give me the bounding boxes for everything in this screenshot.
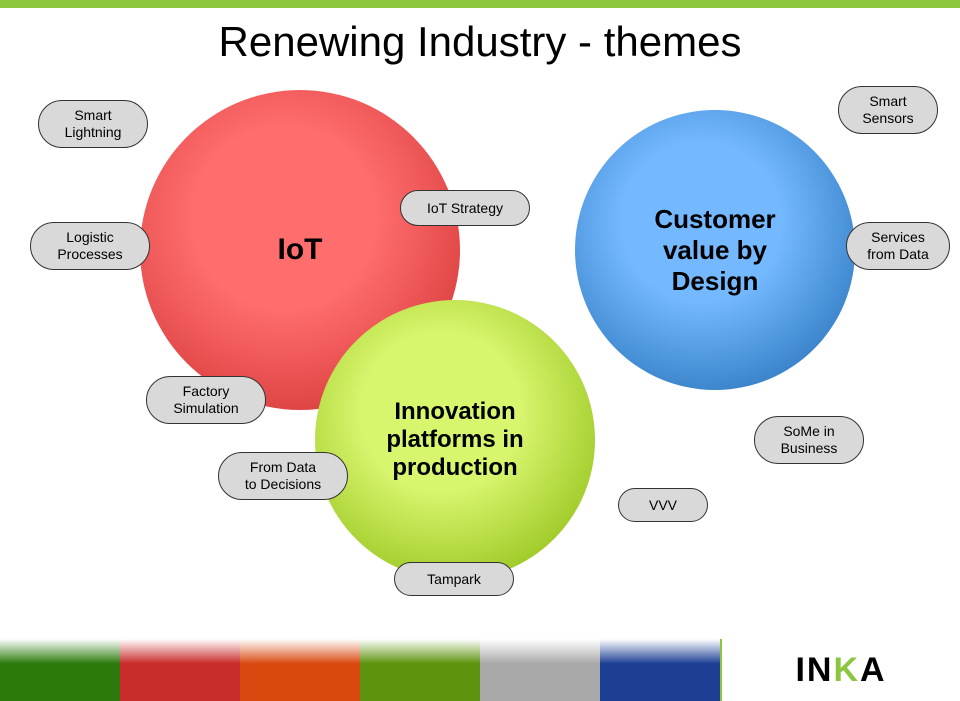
pill-smart-sensors: Smart Sensors [838, 86, 938, 134]
pill-logistic-processes: Logistic Processes [30, 222, 150, 270]
top-accent-bar [0, 0, 960, 8]
footer-strip-4 [480, 639, 600, 701]
footer: INKA [0, 639, 960, 701]
pill-smart-lightning: Smart Lightning [38, 100, 148, 148]
pill-some-business: SoMe in Business [754, 416, 864, 464]
logo-text-post: A [860, 651, 887, 690]
logo-text-pre: IN [795, 651, 833, 690]
footer-strip-0 [0, 639, 120, 701]
pill-iot-strategy: IoT Strategy [400, 190, 530, 226]
footer-strip-1 [120, 639, 240, 701]
logo-text-mid: K [833, 651, 860, 690]
pill-factory-simulation: Factory Simulation [146, 376, 266, 424]
footer-strip-3 [360, 639, 480, 701]
pill-services-from-data: Services from Data [846, 222, 950, 270]
slide-title: Renewing Industry - themes [0, 18, 960, 66]
slide-stage: Renewing Industry - themes IoT Customer … [0, 0, 960, 701]
pill-vvv: VVV [618, 488, 708, 522]
theme-circle-innovation: Innovation platforms in production [315, 300, 595, 580]
pill-tampark: Tampark [394, 562, 514, 596]
footer-strips [0, 639, 720, 701]
footer-logo: INKA [720, 639, 960, 701]
pill-from-data-decisions: From Data to Decisions [218, 452, 348, 500]
footer-strip-5 [600, 639, 720, 701]
theme-circle-customer: Customer value by Design [575, 110, 855, 390]
footer-strip-2 [240, 639, 360, 701]
